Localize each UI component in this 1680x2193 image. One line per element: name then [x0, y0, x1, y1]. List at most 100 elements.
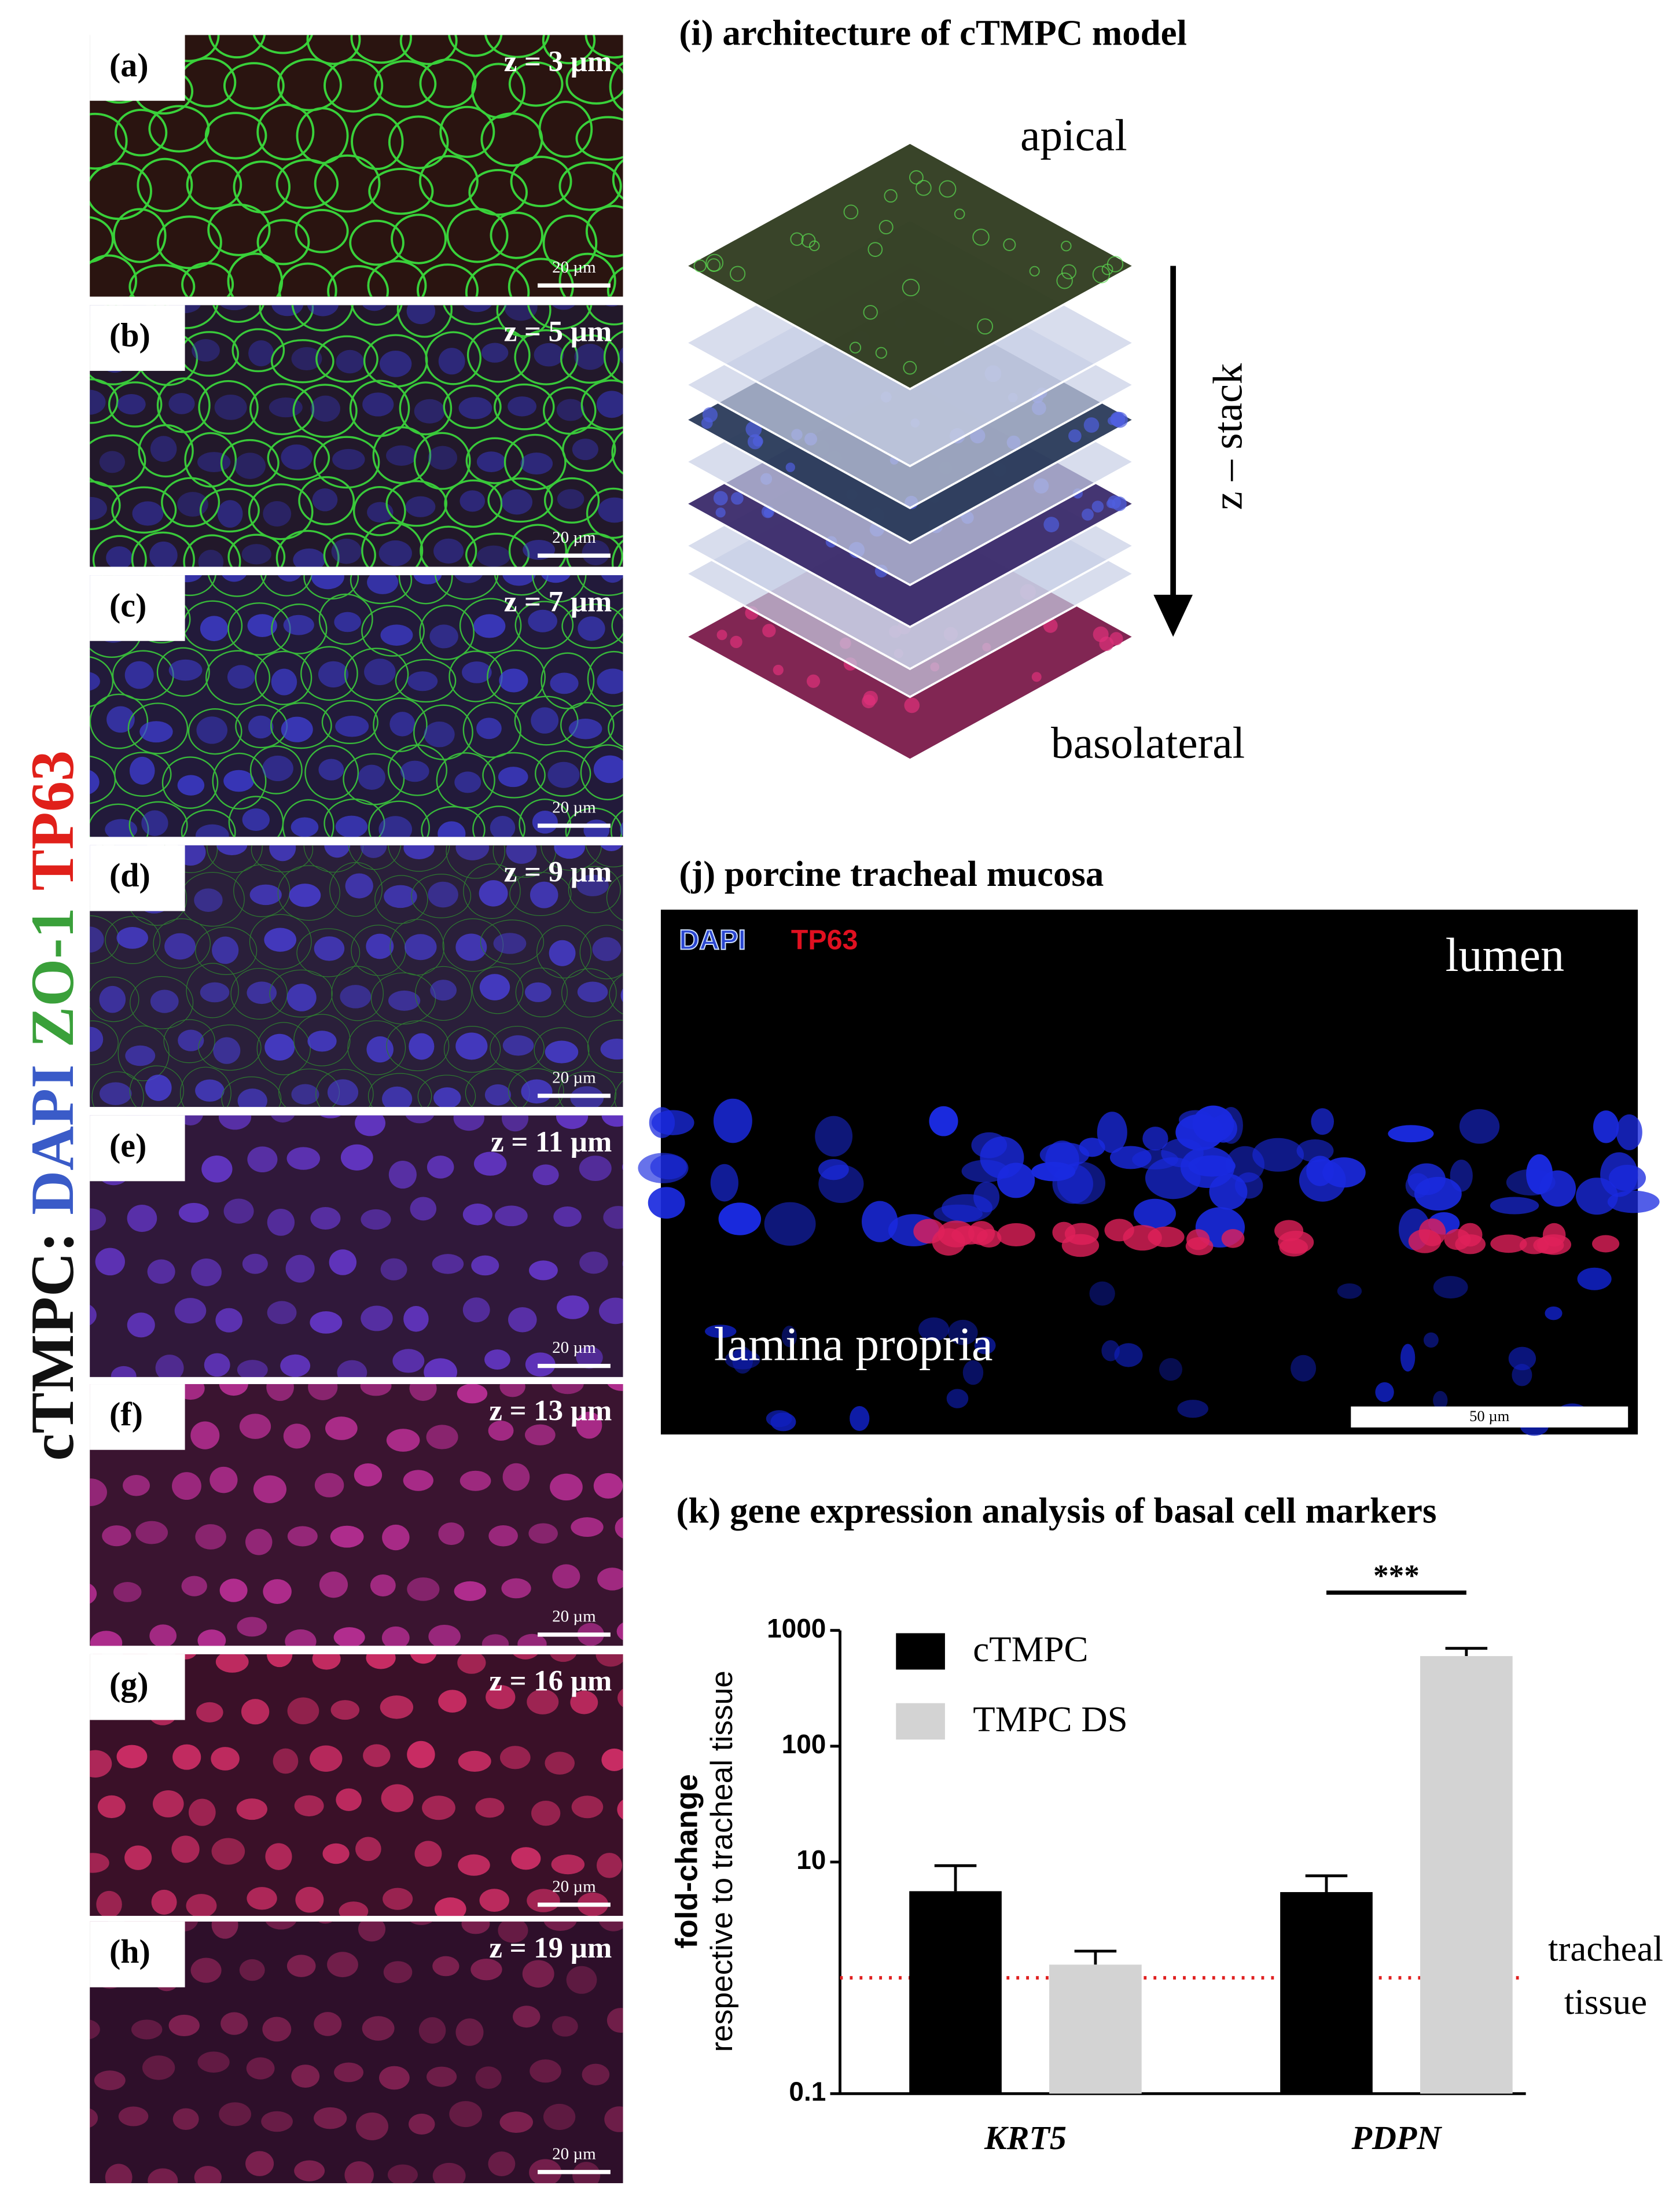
dapi-cell	[997, 1162, 1035, 1198]
cell-border	[538, 100, 593, 158]
nucleus	[248, 340, 274, 367]
scale-label: 20 µm	[552, 799, 596, 817]
nucleus	[227, 665, 255, 689]
nucleus	[400, 760, 429, 782]
cell-border	[611, 607, 623, 644]
cell-border	[314, 154, 381, 213]
cell-border	[198, 1024, 262, 1071]
layer-cell	[693, 259, 707, 273]
nucleus	[90, 672, 100, 691]
cell-border	[223, 62, 285, 110]
nucleus	[430, 980, 457, 1001]
nucleus	[132, 501, 164, 526]
nucleus	[454, 1581, 486, 1601]
nucleus	[249, 884, 282, 906]
cell-border	[198, 380, 259, 435]
nucleus	[168, 659, 203, 681]
nucleus	[330, 1700, 360, 1720]
dapi-cell	[1175, 1114, 1225, 1151]
nucleus	[111, 1366, 137, 1377]
cell-border	[367, 1073, 432, 1107]
nucleus	[234, 452, 266, 479]
nucleus	[545, 1752, 575, 1775]
nucleus	[253, 1475, 286, 1503]
cell-border	[249, 383, 315, 436]
nucleus	[312, 488, 338, 512]
nucleus	[498, 767, 528, 788]
nucleus	[332, 448, 365, 470]
panel-label: (b)	[109, 317, 150, 354]
nucleus	[601, 575, 623, 583]
nucleus	[549, 940, 576, 966]
nucleus	[522, 1960, 554, 1988]
dapi-cell	[1142, 1127, 1168, 1151]
cell-border	[90, 216, 114, 263]
nucleus	[370, 1574, 396, 1597]
cell-border	[90, 480, 121, 531]
nucleus	[520, 452, 553, 475]
nucleus	[495, 1205, 528, 1227]
nucleus	[381, 1626, 410, 1646]
tp63-cell	[1061, 1234, 1100, 1257]
cell-border	[541, 652, 595, 709]
layer-cell	[808, 240, 820, 252]
nucleus	[508, 1307, 537, 1333]
cell-border	[90, 693, 149, 749]
y-tick-label: 1000	[767, 1613, 826, 1643]
nucleus	[131, 2019, 163, 2040]
nucleus	[476, 451, 506, 473]
cell-border	[385, 480, 447, 527]
cell-border	[267, 435, 330, 481]
nucleus	[488, 1421, 514, 1441]
layer-cell	[1003, 238, 1016, 251]
nucleus	[574, 344, 606, 370]
cell-border	[161, 756, 219, 809]
nucleus	[322, 1843, 350, 1864]
nucleus	[571, 1795, 604, 1819]
nucleus	[209, 1466, 238, 1493]
nucleus	[438, 821, 466, 837]
cell-border	[472, 805, 525, 837]
nucleus	[211, 1838, 245, 1865]
nucleus	[214, 395, 247, 420]
nucleus	[488, 1525, 518, 1547]
cell-border	[448, 35, 503, 57]
cell-border	[466, 327, 531, 383]
cell-border	[270, 702, 332, 749]
stroma-cell	[974, 1336, 996, 1355]
layer-cell	[843, 204, 859, 220]
nucleus	[287, 1526, 318, 1547]
nucleus	[530, 2059, 561, 2083]
nucleus	[269, 845, 296, 862]
stroma-cell	[1423, 1332, 1439, 1348]
nucleus	[550, 1473, 583, 1501]
nucleus	[475, 1798, 505, 1818]
dapi-cell	[929, 1106, 958, 1136]
nucleus	[310, 1745, 343, 1772]
cell-border	[351, 305, 403, 326]
nucleus	[388, 1160, 417, 1189]
nucleus	[579, 1156, 612, 1182]
nucleus	[340, 1144, 373, 1171]
nucleus	[598, 1921, 623, 1931]
nucleus	[247, 1887, 277, 1910]
dapi-cell	[862, 1201, 898, 1242]
nucleus	[570, 1086, 604, 1107]
nucleus	[118, 2106, 149, 2126]
nucleus	[310, 395, 340, 422]
nucleus	[239, 1959, 265, 1981]
nucleus	[149, 541, 178, 567]
cell-border	[606, 266, 623, 297]
cell-border	[562, 426, 616, 472]
nucleus	[264, 928, 297, 952]
nucleus	[314, 2107, 347, 2129]
nucleus	[532, 1164, 559, 1186]
nucleus	[106, 546, 133, 567]
nucleus	[90, 1026, 104, 1052]
nucleus	[361, 1305, 393, 1331]
nucleus	[600, 1039, 623, 1060]
nucleus	[216, 845, 248, 855]
layer-cell	[730, 492, 744, 505]
nucleus	[366, 1654, 396, 1669]
nucleus	[195, 1524, 226, 1550]
